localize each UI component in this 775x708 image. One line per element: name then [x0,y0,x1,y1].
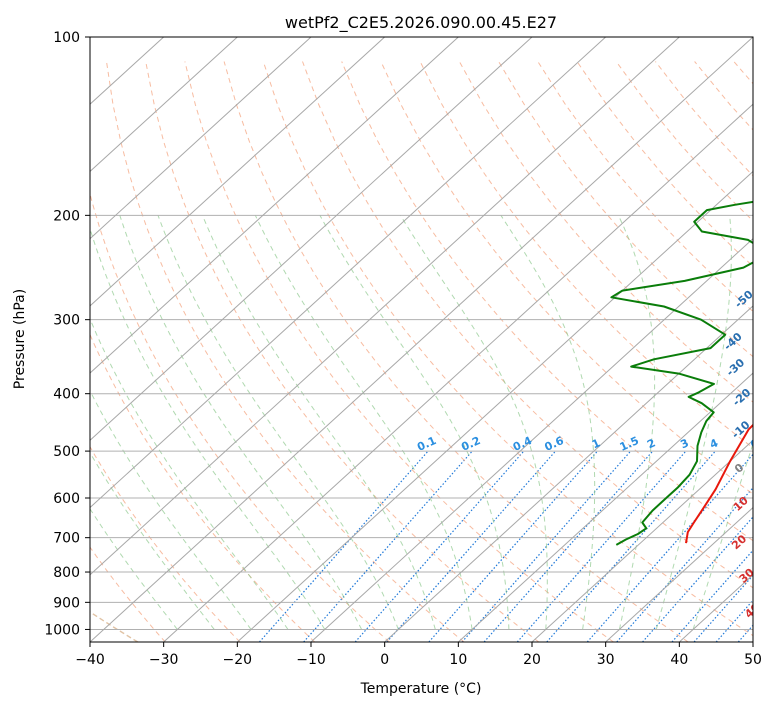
mixing-ratio-line [671,549,753,642]
isotherm-line [605,506,753,642]
y-axis-label: Pressure (hPa) [12,289,28,389]
isotherm-line [236,170,753,642]
moist-adiabat [500,215,596,630]
isotherm-line [90,37,238,173]
mixing-ratio-line [516,450,687,642]
mixing-ratio-line [483,450,654,642]
moist-adiabat [319,215,510,630]
mixing-ratio-line [642,516,753,642]
y-tick-label: 100 [53,30,80,46]
y-axis-ticks: 100 200 300 400 500 600 700 800 900 1000 [44,30,90,638]
mixing-ratio-label: 6 [748,436,761,451]
x-tick-label: −10 [296,652,326,668]
moist-adiabat [157,215,399,630]
moist-adiabat [617,215,656,630]
x-tick-label: −40 [75,652,105,668]
sounding-series [610,200,753,546]
mixing-ratio-line [715,599,753,642]
y-tick-label: 200 [53,208,80,224]
mixing-ratio-line [386,450,557,642]
dry-adiabat [498,61,753,358]
x-axis-label: Temperature (°C) [360,681,482,697]
mixing-ratio-line [428,450,598,642]
y-tick-label: 700 [53,531,80,547]
x-axis-ticks: −40 −30 −20 −10 0 10 20 30 40 50 [75,642,762,668]
mixing-ratio-line [616,486,753,642]
temperature-profile [685,423,753,544]
x-tick-label: 30 [597,652,615,668]
dry-adiabat [302,61,753,589]
plot-frame [89,36,754,643]
mixing-ratio-line [258,450,429,642]
isotherm-line [90,37,607,509]
y-tick-label: 1000 [44,622,80,638]
x-tick-label: −30 [149,652,179,668]
moist-adiabat [90,507,178,630]
mixing-ratio-lines [258,450,753,642]
isotherm-line [531,439,753,642]
chart-title: wetPf2_C2E5.2026.090.00.45.E27 [285,13,557,33]
isotherm-line [163,103,753,642]
isotherm-line [310,237,753,642]
x-tick-label: 40 [670,652,688,668]
mixing-ratio-line [303,450,473,642]
isotherm-line [90,37,753,642]
y-tick-label: 900 [53,595,80,611]
x-tick-label: 20 [523,652,541,668]
isobar-gridlines [90,37,753,630]
isotherm-label: 40 [742,601,762,621]
dry-adiabat [184,61,614,642]
isotherm-line [90,37,533,442]
dry-adiabat [262,61,753,637]
isotherm-line [457,372,753,642]
y-tick-label: 500 [53,444,80,460]
mixing-ratio-line [546,450,716,642]
dry-adiabat [106,61,465,642]
isotherm-line [90,37,386,307]
x-tick-label: 0 [380,652,389,668]
isotherm-line [90,37,312,240]
x-tick-label: 50 [744,652,762,668]
isotherm-line [90,37,680,576]
isotherm-line [90,37,459,374]
x-tick-label: −20 [223,652,253,668]
isotherm-line [384,305,753,642]
mixing-ratio-line [586,453,753,642]
dry-adiabat [90,445,241,642]
y-tick-label: 600 [53,491,80,507]
mixing-ratio-line [354,450,525,642]
mixing-ratio-line [693,574,753,642]
x-tick-label: 10 [449,652,467,668]
dry-adiabat [145,61,540,642]
dewpoint-profile [610,200,753,546]
dry-adiabat [223,61,689,642]
moist-adiabat [399,215,548,630]
y-tick-label: 800 [53,565,80,581]
dry-adiabat [90,546,166,642]
y-tick-label: 300 [53,313,80,329]
y-tick-label: 400 [53,387,80,403]
isotherm-gridlines [90,37,753,642]
